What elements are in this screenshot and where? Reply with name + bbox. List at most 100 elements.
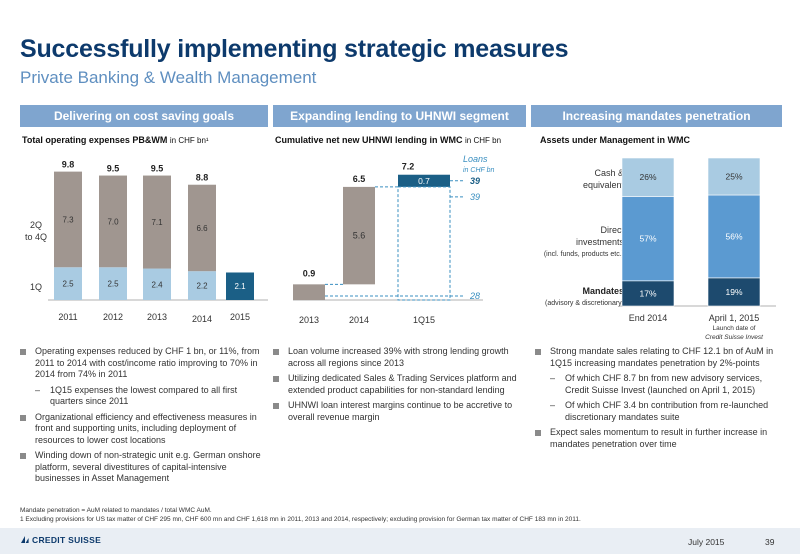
legend-direct-2: investments <box>576 237 625 247</box>
lending-total-label: 0.9 <box>303 268 316 278</box>
aum-segment-mandates <box>707 277 761 307</box>
bullet-item: Operating expenses reduced by CHF 1 bn, … <box>20 346 270 381</box>
opex-bar-label: 2.5 <box>107 280 119 289</box>
aum-note-2: Credit Suisse Invest <box>705 334 764 341</box>
aum-segment-cash <box>707 157 761 196</box>
legend-mandates-2: (advisory & discretionary) <box>545 300 624 307</box>
opex-bar-label: 2.5 <box>62 280 74 289</box>
opex-label-q1: 1Q <box>30 282 42 292</box>
opex-bar-label: 7.3 <box>62 215 74 224</box>
sails-icon <box>21 536 29 543</box>
footer-bar <box>0 528 800 554</box>
footnotes: Mandate penetration = AuM related to man… <box>20 506 581 524</box>
opex-bar-rest <box>143 175 171 269</box>
aum-note-1: Launch date of <box>712 325 755 332</box>
footnote-line: 1 Excluding provisions for US tax matter… <box>20 516 581 523</box>
legend-mandates-1: Mandates <box>582 286 624 296</box>
page-title: Successfully implementing strategic meas… <box>20 35 569 63</box>
opex-bar-label: 7.1 <box>151 218 163 227</box>
opex-bar-rest <box>188 184 216 272</box>
opex-bar-1q <box>143 268 171 300</box>
opex-bar-1q <box>99 267 127 300</box>
opex-total-label: 9.5 <box>107 164 120 174</box>
loans-value-2013: 28 <box>469 291 480 301</box>
bullet-item: Utilizing dedicated Sales & Trading Serv… <box>273 373 518 396</box>
loans-value-1q15: 39 <box>470 176 480 186</box>
bullet-item: Winding down of non-strategic unit e.g. … <box>20 450 270 485</box>
lending-x-tick: 1Q15 <box>413 315 435 325</box>
aum-segment-mandates <box>621 280 675 307</box>
opex-bar-label: 7.0 <box>107 217 119 226</box>
lending-dashed-box <box>397 186 451 301</box>
opex-bar-label: 6.6 <box>196 224 208 233</box>
opex-label-q2b: to 4Q <box>25 232 47 242</box>
legend-direct-1: Direct <box>600 225 624 235</box>
aum-segment-direct <box>707 194 761 279</box>
aum-chart: Cash & equivalent Direct investments (in… <box>544 157 776 341</box>
lending-chart: Loans in CHF bn 0.9 5.6 6.5 0.77.2 39 39 28 201… <box>293 154 494 325</box>
opex-label-q2: 2Q <box>30 220 42 230</box>
opex-bar-rest <box>54 171 82 268</box>
page-subtitle: Private Banking & Wealth Management <box>20 68 317 87</box>
bullet-item: Expect sales momentum to result in furth… <box>535 427 780 450</box>
loans-value-2014: 39 <box>470 192 480 202</box>
opex-bar-1q <box>226 272 254 300</box>
bullet-item: UHNWI loan interest margins continue to … <box>273 400 518 423</box>
aum-segment-label: 19% <box>725 287 742 297</box>
opex-x-tick: 2011 <box>58 312 77 322</box>
chart-title-aum: Assets under Management in WMC <box>540 135 691 145</box>
bullet-subitem: – Of which CHF 3.4 bn contribution from r… <box>550 400 769 422</box>
lending-x-tick: 2014 <box>349 315 369 325</box>
lending-bar-2013 <box>293 284 325 300</box>
bullet-item: Strong mandate sales relating to CHF 12.… <box>535 346 780 369</box>
lending-total-label: 6.5 <box>353 174 366 184</box>
chart-title-opex: Total operating expenses PB&WM in CHF bn… <box>22 135 209 145</box>
chart-title-lending: Cumulative net new UHNWI lending in WMC … <box>275 135 502 145</box>
opex-x-tick: 2012 <box>103 312 123 322</box>
aum-segment-label: 57% <box>639 234 656 244</box>
opex-bar-label: 2.2 <box>196 282 208 291</box>
lending-x-tick: 2013 <box>299 315 319 325</box>
column-heading-lending: Expanding lending to UHNWI segment <box>273 105 526 127</box>
aum-x-tick: End 2014 <box>629 313 668 323</box>
opex-chart: 2Q to 4Q 1Q 2.5 7.3 9.8 2011 2.5 7.0 9.5 2012 2.… <box>25 160 268 324</box>
bullet-subitem: – Of which CHF 8.7 bn from new advisory s… <box>550 373 763 395</box>
bullet-item: Organizational efficiency and effectiven… <box>20 412 270 447</box>
opex-bar-1q <box>54 267 82 300</box>
legend-direct-3: (incl. funds, products etc.) <box>544 251 624 258</box>
opex-total-label: 9.5 <box>151 164 164 174</box>
lending-bar-label: 0.7 <box>418 176 430 186</box>
bullets-lending: Loan volume increased 39% with strong le… <box>273 346 518 427</box>
aum-segment-direct <box>621 196 675 282</box>
loans-unit: in CHF bn <box>463 167 494 174</box>
aum-segment-cash <box>621 157 675 197</box>
legend-cash-1: Cash & <box>594 168 624 178</box>
aum-segment-label: 26% <box>639 172 656 182</box>
column-heading-mandates: Increasing mandates penetration <box>531 105 782 127</box>
lending-total-label: 7.2 <box>402 162 415 172</box>
bullet-item: Loan volume increased 39% with strong le… <box>273 346 518 369</box>
credit-suisse-logo: CREDIT SUISSE <box>20 535 101 545</box>
legend-cash-2: equivalent <box>583 180 625 190</box>
opex-x-tick: 2013 <box>147 312 167 322</box>
aum-x-tick: April 1, 2015 <box>709 313 760 323</box>
footnote-line: Mandate penetration = AuM related to man… <box>20 507 212 514</box>
opex-bar-label: 2.4 <box>151 280 163 289</box>
opex-x-tick: 2015 <box>230 312 250 322</box>
aum-segment-label: 25% <box>725 172 742 182</box>
bullets-mandates: Strong mandate sales relating to CHF 12.… <box>535 346 780 454</box>
page-number: 39 <box>765 537 775 547</box>
opex-total-label: 8.8 <box>196 173 209 183</box>
bullets-cost: Operating expenses reduced by CHF 1 bn, … <box>20 346 270 489</box>
aum-segment-label: 17% <box>639 288 656 298</box>
lending-bar-2014 <box>343 186 375 285</box>
lending-bar-1q15 <box>398 174 450 187</box>
opex-x-tick: 2014 <box>192 314 212 324</box>
bullet-subitem: –1Q15 expenses the lowest compared to al… <box>35 384 238 407</box>
aum-segment-label: 56% <box>725 231 742 241</box>
loans-label: Loans <box>463 154 488 164</box>
opex-bar-rest <box>99 175 127 268</box>
lending-bar-label: 5.6 <box>353 231 366 241</box>
column-heading-cost: Delivering on cost saving goals <box>20 105 268 127</box>
opex-bar-1q <box>188 271 216 300</box>
